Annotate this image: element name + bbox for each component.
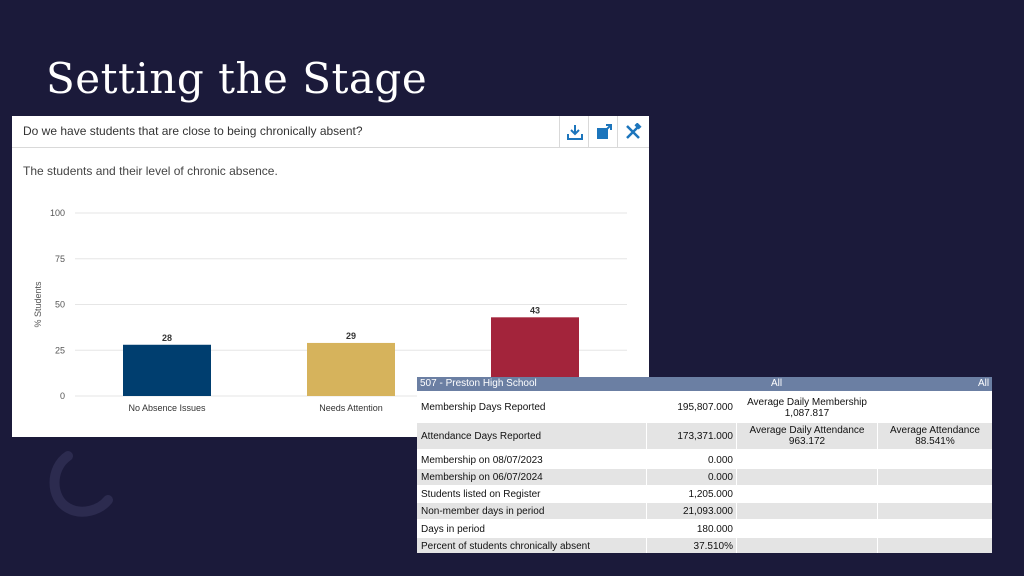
row-metric: Average Daily Membership 1,087.817 xyxy=(736,394,877,421)
metric-label: Average Daily Attendance xyxy=(749,425,865,436)
row-metric-2 xyxy=(877,503,992,519)
row-label: Students listed on Register xyxy=(421,488,541,500)
download-button[interactable] xyxy=(559,116,589,147)
row-value: 0.000 xyxy=(646,452,733,468)
row-metric xyxy=(736,521,877,537)
chart-question: Do we have students that are close to be… xyxy=(23,124,363,138)
row-label: Membership on 06/07/2024 xyxy=(421,471,543,483)
table-row: Non-member days in period 21,093.000 xyxy=(417,503,992,519)
row-value: 37.510% xyxy=(646,538,733,553)
tools-button[interactable] xyxy=(617,116,647,147)
bar-value-label: 28 xyxy=(162,333,172,343)
download-icon xyxy=(566,124,583,140)
y-axis-label: % Students xyxy=(33,281,43,328)
table-row: Membership on 06/07/2024 0.000 xyxy=(417,469,992,485)
row-label: Membership Days Reported xyxy=(421,402,546,413)
decorative-arc-icon xyxy=(49,451,113,517)
slide-title: Setting the Stage xyxy=(46,54,428,103)
row-metric xyxy=(736,452,877,468)
row-value: 173,371.000 xyxy=(646,423,733,449)
row-metric-2 xyxy=(877,469,992,485)
row-metric-2 xyxy=(877,538,992,553)
bar-2 xyxy=(307,342,395,396)
table-row: Membership Days Reported 195,807.000 Avera… xyxy=(417,394,992,421)
row-value: 0.000 xyxy=(646,469,733,485)
row-metric-2: Average Attendance 88.541% xyxy=(877,423,992,449)
row-metric xyxy=(736,469,877,485)
table-row: Attendance Days Reported 173,371.000 Avera… xyxy=(417,423,992,449)
category-label: No Absence Issues xyxy=(128,403,206,413)
open-external-button[interactable] xyxy=(588,116,618,147)
row-label: Membership on 08/07/2023 xyxy=(421,454,543,466)
category-label: Needs Attention xyxy=(319,403,383,413)
y-tick-label: 100 xyxy=(50,208,65,218)
row-metric xyxy=(736,538,877,553)
row-metric-2 xyxy=(877,521,992,537)
row-metric-2 xyxy=(877,452,992,468)
row-value: 1,205.000 xyxy=(646,486,733,502)
table-header: 507 - Preston High School All All xyxy=(417,377,992,391)
bar-value-label: 43 xyxy=(530,305,540,315)
chart-card: Do we have students that are close to be… xyxy=(12,116,649,437)
chart-subtitle: The students and their level of chronic … xyxy=(23,164,278,178)
table-row: Students listed on Register 1,205.000 xyxy=(417,486,992,502)
filter-all-1: All xyxy=(771,378,783,389)
y-tick-label: 0 xyxy=(60,391,65,401)
row-label: Attendance Days Reported xyxy=(421,430,542,442)
row-value: 195,807.000 xyxy=(646,394,733,421)
table-row: Days in period 180.000 xyxy=(417,521,992,537)
bar-value-label: 29 xyxy=(346,331,356,341)
table-row: Percent of students chronically absent 37… xyxy=(417,538,992,553)
metric-label: Average Daily Membership xyxy=(747,396,867,408)
row-metric xyxy=(736,486,877,502)
table-row: Membership on 08/07/2023 0.000 xyxy=(417,452,992,468)
school-name: 507 - Preston High School xyxy=(420,378,537,389)
y-tick-label: 75 xyxy=(55,254,65,264)
tools-icon xyxy=(625,122,642,139)
row-metric-2 xyxy=(877,394,992,421)
metric-value: 88.541% xyxy=(915,436,955,447)
row-metric-2 xyxy=(877,486,992,502)
row-metric xyxy=(736,503,877,519)
filter-all-2: All xyxy=(978,378,990,389)
row-label: Days in period xyxy=(421,523,485,535)
row-metric: Average Daily Attendance 963.172 xyxy=(736,423,877,449)
attendance-table: 507 - Preston High School All All Member… xyxy=(417,377,992,553)
bar-chart: 0 25 50 75 100 % Students 28 No Absence Issues 2… xyxy=(33,208,627,413)
metric-label: Average Attendance xyxy=(890,425,980,436)
bar-1 xyxy=(123,344,211,396)
y-tick-label: 50 xyxy=(55,300,65,310)
row-label: Percent of students chronically absent xyxy=(421,540,590,552)
card-header: Do we have students that are close to be… xyxy=(12,116,649,148)
row-label: Non-member days in period xyxy=(421,505,545,517)
open-external-icon xyxy=(596,123,612,139)
row-value: 180.000 xyxy=(646,521,733,537)
y-tick-label: 25 xyxy=(55,345,65,355)
metric-value: 963.172 xyxy=(788,436,826,447)
row-value: 21,093.000 xyxy=(646,503,733,519)
metric-value: 1,087.817 xyxy=(784,407,830,419)
